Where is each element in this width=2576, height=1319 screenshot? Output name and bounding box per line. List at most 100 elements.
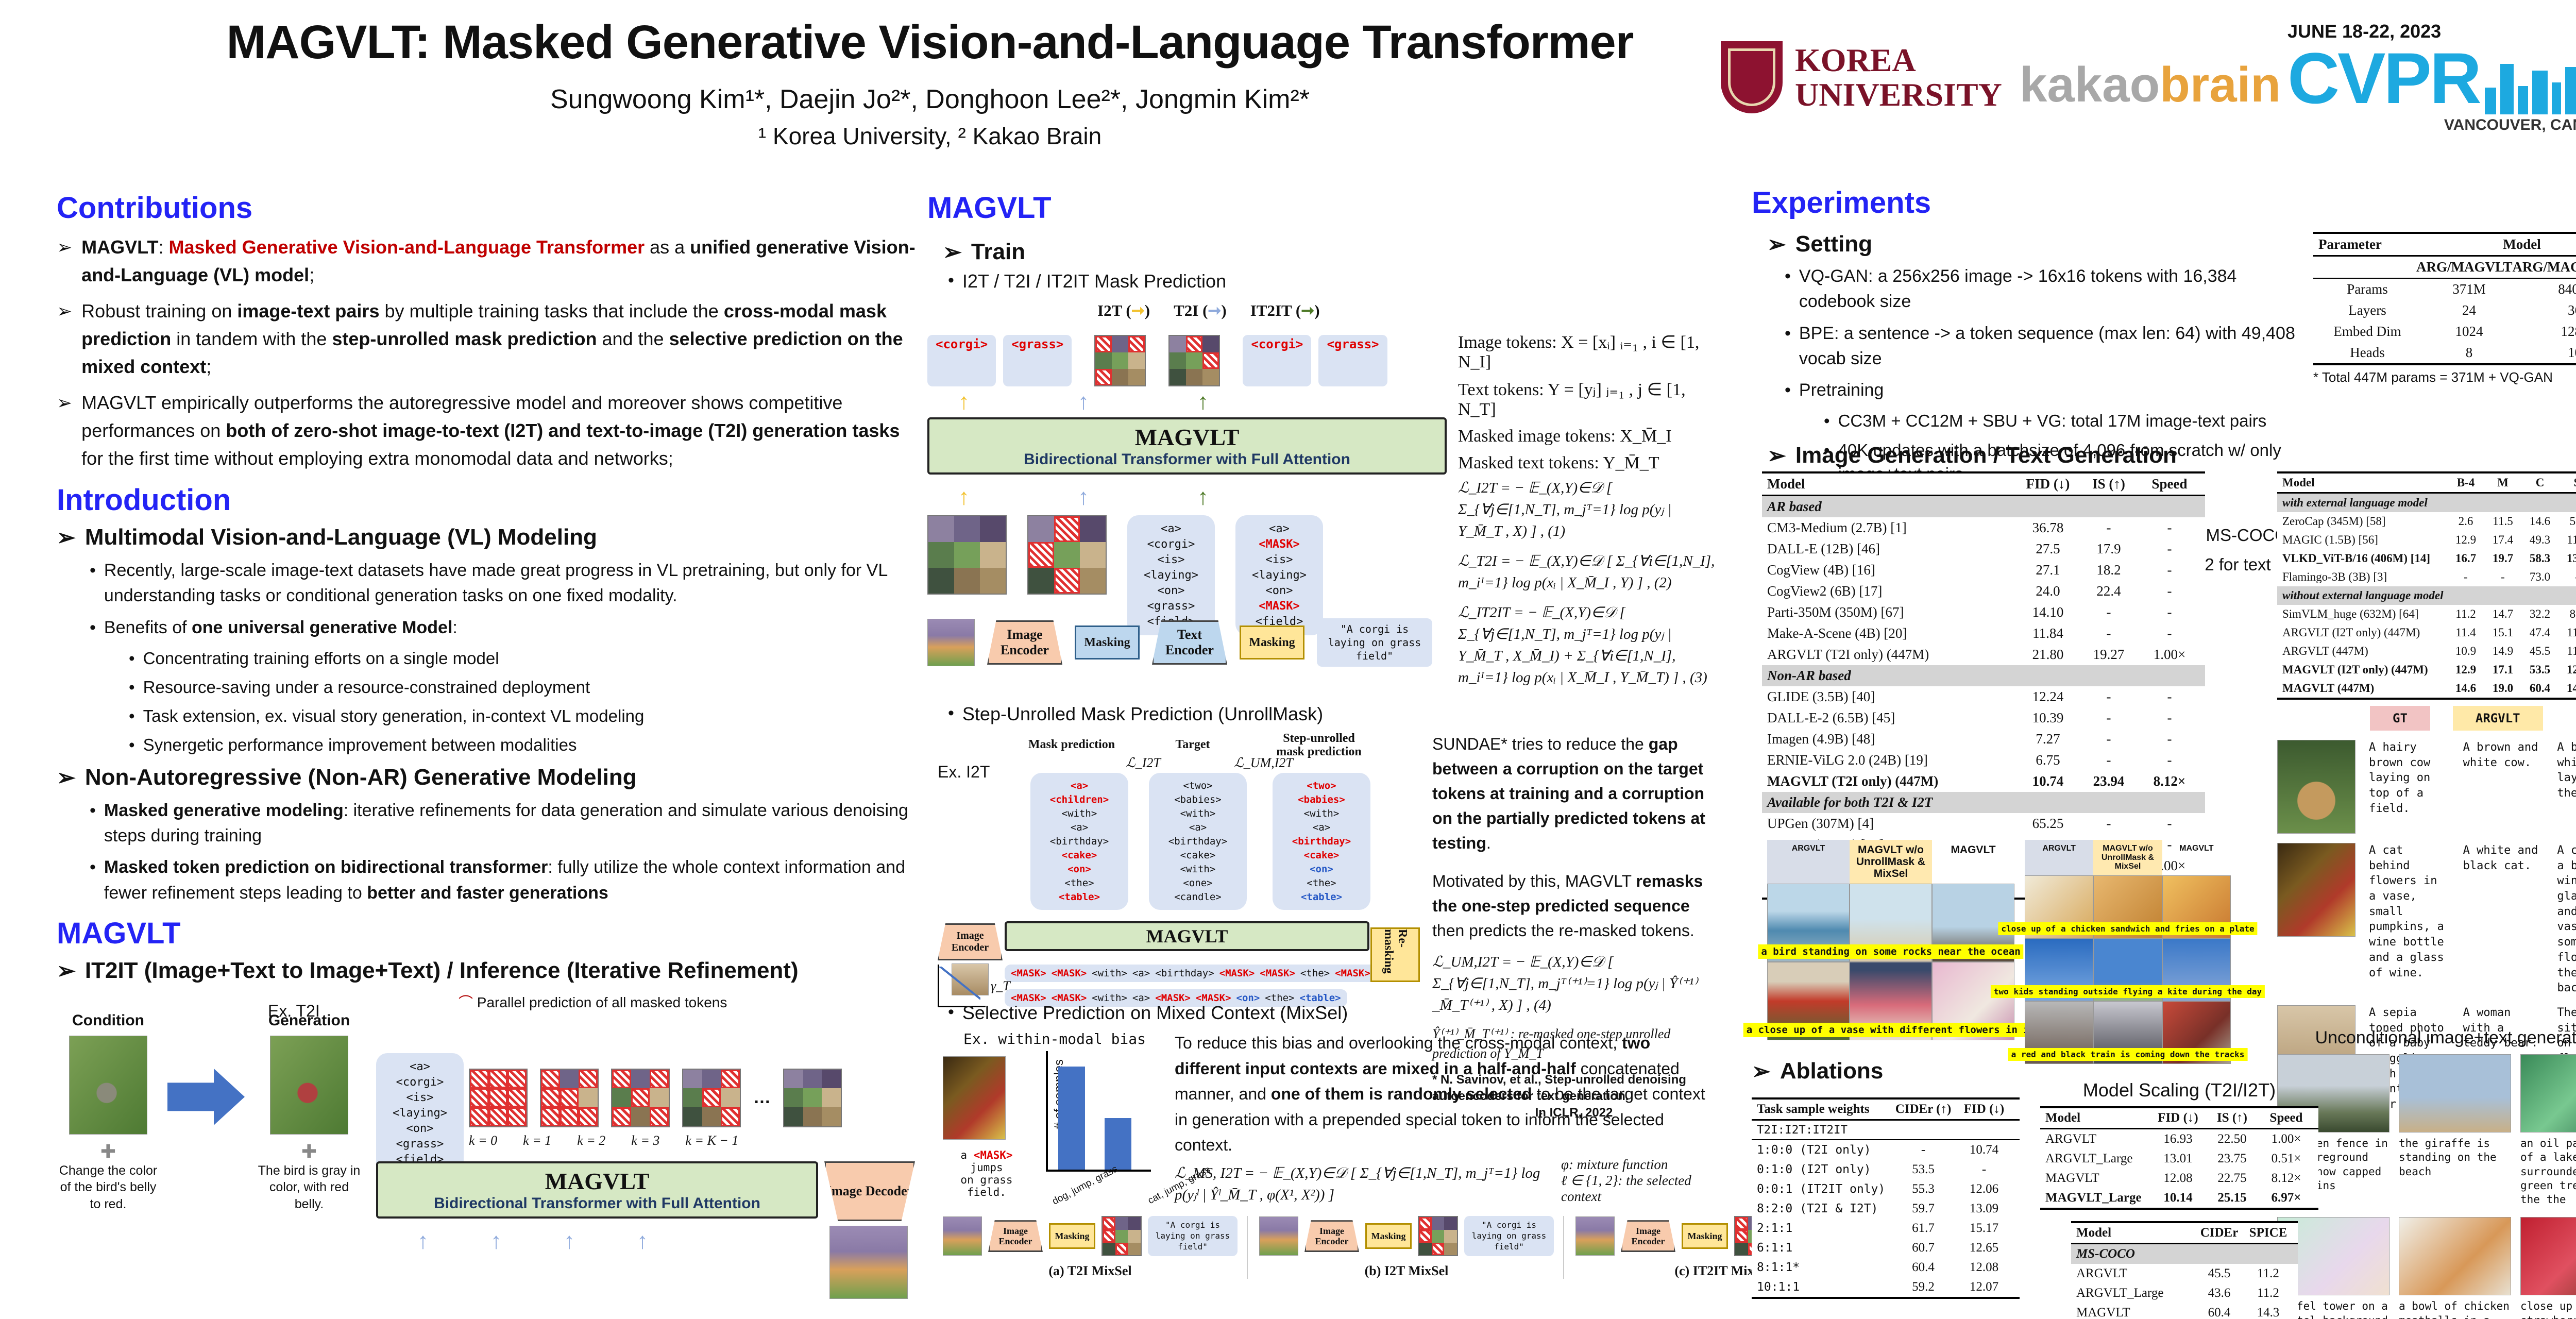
caption-header-chip: ARGVLT	[2452, 706, 2543, 731]
mixsel-block: Ex. within-modal bias # of samples dog, …	[943, 1030, 1880, 1314]
compare-row: a red and black train is coming down the…	[2008, 1001, 2248, 1064]
legend-item: IT2IT (➞)	[1250, 301, 1320, 319]
poster-affiliations: ¹ Korea University, ² Kakao Brain	[758, 123, 1102, 149]
table-row: ARGVLT (I2T only) (447M) 11.415.147.411.…	[2282, 626, 2576, 639]
table-row: ERNIE-ViLG 2.0 (24B) [19] 6.75- -	[1767, 752, 2172, 768]
col-head-target: Target	[1175, 738, 1210, 751]
corgi-input-photo	[927, 619, 975, 666]
table-row: CM3-Medium (2.7B) [1] 36.78- -	[1767, 520, 2172, 535]
contribution-item: ➢ Robust training on image-text pairs by…	[57, 300, 903, 377]
panel-image-encoder: Image Encoder	[988, 1220, 1043, 1253]
brain-wordmark: brain	[2160, 57, 2281, 112]
image-generation-table: Model FID (↓) IS (↑) Speed AR based CM3-Me…	[1762, 471, 2205, 900]
korea-university-crest-icon	[1721, 41, 1783, 113]
mask-prediction-tokens: <a> <children> <with> <a> <birthday> <cake> <o…	[1030, 773, 1128, 910]
it2it-diagram: Ex. T2I Condition ✚ Change the color of …	[57, 991, 917, 1300]
magvlt-heading: MAGVLT	[57, 916, 181, 950]
panel-image-encoder: Image Encoder	[1621, 1220, 1675, 1253]
table-section: with external language model ZeroCap (34…	[2277, 494, 2576, 586]
table-row: MAGVLT 60.4 14.3	[2076, 1306, 2280, 1319]
table-row: DALL-E (12B) [46] 27.5 17.9-	[1767, 541, 2172, 556]
prompt-caption: close up of a chicken sandwich and fries…	[1998, 922, 2258, 935]
token-definitions: Image tokens: X = [xᵢ] ᵢ₌₁ , i ∈ [1, N_I…	[1458, 325, 1716, 480]
panel-caption-chip: "A corgi is laying on grass field"	[1148, 1216, 1238, 1257]
unconditional-caption: a bowl of chicken meatballs in a white b…	[2399, 1300, 2510, 1319]
bar-dog	[1058, 1067, 1085, 1170]
table-row: GLIDE (3.5B) [40] 12.24- -	[1767, 689, 2172, 704]
mixsel-heading: • Selective Prediction on Mixed Context (…	[948, 1002, 1348, 1023]
refinement-grids: …	[469, 1068, 842, 1127]
gt-caption: A hairy brown cow laying on top of a fie…	[2369, 741, 2431, 815]
table-section: without external language model SimVLM_h…	[2277, 586, 2576, 698]
k-label: k = 2	[577, 1132, 606, 1148]
unconditional-image	[2399, 1217, 2511, 1296]
ablations-heading: ➢ Ablations	[1752, 1058, 1884, 1084]
panel-photo	[943, 1216, 982, 1256]
non-ar-heading: ➢ Non-Autoregressive (Non-AR) Generative …	[57, 764, 637, 790]
table-row: 6:1:1 60.7 12.65	[1757, 1241, 1999, 1255]
table-section: AR based CM3-Medium (2.7B) [1] 36.78- -	[1762, 496, 2205, 665]
setting-item: • BPE: a sentence -> a token sequence (m…	[1785, 323, 2295, 368]
mixsel-panel: Image Encoder Masking "A corgi is laying…	[943, 1216, 1248, 1279]
model-scaling-table: Model FID (↓) IS (↑) Speed ARGVLT 16.93 22.…	[2040, 1106, 2318, 1210]
unconditional-image	[2520, 1054, 2576, 1132]
equation-4: ℒ_UM,I2T = − 𝔼_(X,Y)∈𝒟 [ Σ_{∀j∈[1,N_T], …	[1432, 954, 1698, 1014]
params-note: * Total 447M params = 371M + VQ-GAN	[2313, 369, 2553, 385]
train-diagram: <corgi> <grass> <corgi> <grass> ↑ ↑ ↑ MAGV…	[927, 330, 1447, 690]
unroll-heading: • Step-Unrolled Mask Prediction (UnrollMa…	[948, 703, 1324, 724]
input-arrows: ↑ ↑ ↑	[958, 484, 1209, 510]
k-label: k = 0	[469, 1132, 498, 1148]
caption-source-image	[2277, 843, 2355, 937]
table-row: MAGIC (1.5B) [56] 12.917.449.311.3-	[2282, 533, 2576, 546]
table-section: Non-AR based GLIDE (3.5B) [40] 12.24- -	[1762, 665, 2205, 792]
table-row: UPGen (307M) [4] 65.25- -	[1767, 816, 2172, 831]
train-inputs: <a><corgi><is><laying><on><grass><field>…	[927, 515, 1323, 635]
param-row: Embed Dim 1024 1280	[2333, 324, 2576, 339]
generation-label: Generation	[268, 1011, 350, 1029]
t2i-compare-panel-b: ARGVLT MAGVLT w/o UnrollMask & MixSel MAGV…	[1990, 840, 2265, 1064]
train-legend: I2T (➞) T2I (➞) IT2IT (➞)	[1097, 301, 1320, 320]
definition-line: Text tokens: Y = [yⱼ] ⱼ₌₁ , j ∈ [1, N_T]	[1458, 380, 1686, 419]
mixsel-panels: Image Encoder Masking "A corgi is laying…	[943, 1216, 1880, 1279]
magvlt-box: MAGVLT	[1005, 921, 1369, 951]
bias-example-label: Ex. within-modal bias	[963, 1030, 1146, 1047]
unroll-diagram: Ex. I2T Mask prediction Target Step-unro…	[938, 732, 1420, 1007]
korea-logo-line2: UNIVERSITY	[1795, 76, 2002, 113]
prompt-caption: a red and black train is coming down the…	[2008, 1047, 2248, 1061]
plus-icon: ✚	[301, 1140, 317, 1162]
table-row: ARGVLT_Large 13.01 23.75 0.51×	[2045, 1152, 2301, 1165]
table-row: ZeroCap (345M) [58] 2.611.514.65.5-	[2282, 515, 2576, 528]
unrolled-tokens: <two> <babies> <with> <a> <birthday> <cake> <o…	[1273, 773, 1370, 910]
table-row: DALL-E-2 (6.5B) [45] 10.39- -	[1767, 710, 2172, 725]
table-row: CogView (4B) [16] 27.1 18.2-	[1767, 562, 2172, 578]
vl-modeling-heading: ➢ Multimodal Vision-and-Language (VL) Mod…	[57, 525, 597, 550]
table-row: SimVLM_huge (632M) [64] 11.214.732.28.5-	[2282, 607, 2576, 620]
condition-label: Condition	[72, 1011, 144, 1029]
compare-row: a bird standing on some rocks near the o…	[1758, 884, 2024, 962]
vancouver-skyline-icon	[2484, 58, 2576, 114]
t2i-compare-panel-a: ARGVLT MAGVLT w/o UnrollMask & MixSel MAGV…	[1743, 840, 2039, 1041]
gt-caption: A cat behind flowers in a vase, small pu…	[2369, 844, 2444, 979]
korea-logo-line1: KOREA	[1795, 41, 1916, 78]
col-head-unrolled: Step-unrolled mask prediction	[1276, 732, 1362, 759]
table-row: MAGVLT (447M) 14.619.060.414.31.56×	[2282, 682, 2576, 695]
cvpr-logo: JUNE 18-22, 2023 CVPR VANCOUVER, CANADA	[2287, 21, 2576, 134]
table-row: 1:0:0 (T2I only) - 10.74	[1757, 1143, 1999, 1157]
generated-corgi-image	[829, 1225, 908, 1299]
text-token-stack: <a> <corgi> <is> <laying> <on> <grass> <field>	[376, 1053, 464, 1173]
table-row: 0:0:1 (IT2IT only) 55.3 12.06	[1757, 1182, 1999, 1196]
unconditional-image	[2520, 1217, 2576, 1296]
sundae-paragraph: SUNDAE* tries to reduce the gap between …	[1432, 735, 1705, 852]
intro-bullet: • Benefits of one universal generative M…	[90, 617, 457, 637]
cvpr-location: VANCOUVER, CANADA	[2444, 116, 2576, 133]
table-row: MAGVLT (I2T only) (447M) 12.917.153.512.…	[2282, 663, 2576, 676]
caption-row: A cat behind flowers in a vase, small pu…	[2277, 843, 2576, 996]
target-tokens: <two> <babies> <with> <a> <birthday> <cake> <w…	[1149, 773, 1247, 910]
input-arrows: ↑ ↑ ↑ ↑	[417, 1228, 648, 1254]
compare-model-header: ARGVLT	[1767, 840, 1850, 884]
table-row: Flamingo-3B (3B) [3] --73.0--	[2282, 570, 2576, 583]
unconditional-sample: the giraffe is standing on the beach	[2399, 1054, 2511, 1207]
cider-spice-table: Model CIDEr SPICE MS-COCO ARGVLT 45.5 11.2…	[2071, 1221, 2298, 1319]
table-row: VLKD_ViT-B/16 (406M) [14] 16.7 19.7 58.3 13…	[2282, 552, 2576, 565]
